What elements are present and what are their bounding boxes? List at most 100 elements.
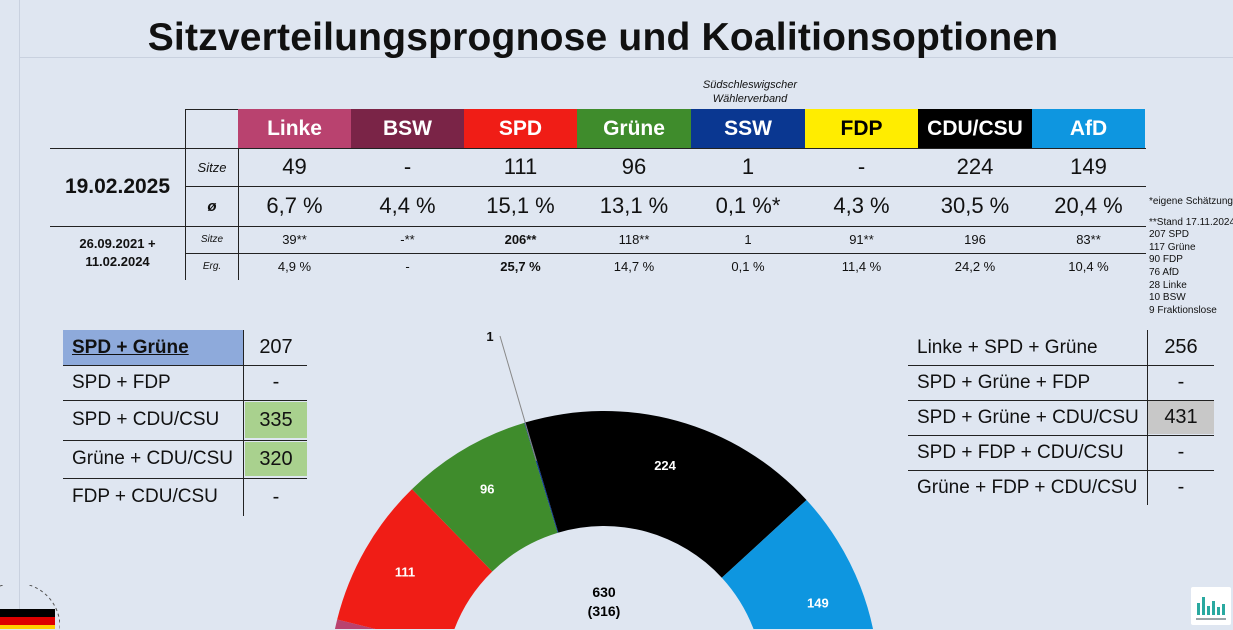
coalition-divider — [63, 365, 307, 366]
coalition-seat-sum: 335 — [245, 402, 307, 438]
table-gridline — [186, 253, 1146, 254]
party-header-cducsu: CDU/CSU — [918, 109, 1032, 148]
prev-pct-cell: 25,7 % — [500, 259, 541, 274]
prev-seats-cell: 118** — [618, 232, 650, 247]
ssw-note-line2: Wählerverband — [712, 93, 788, 105]
note-stand-line: 28 Linke — [1149, 279, 1187, 291]
pct-cell: 20,4 % — [1054, 193, 1123, 218]
note-stand-line: **Stand 17.11.2024: — [1149, 216, 1233, 228]
current-seats-label: Sitze — [197, 159, 227, 175]
frame-line-top — [19, 57, 1233, 58]
prev-pct-cell: 24,2 % — [954, 259, 996, 274]
prev-pct-cell: - — [405, 259, 410, 274]
seat-slice-linke — [335, 619, 376, 629]
ssw-note-line1: Südschleswigscher — [702, 79, 798, 91]
seats-cell: 1 — [741, 154, 755, 179]
prev-pct-cell: 0,1 % — [731, 259, 765, 274]
note-stand-line: 76 AfD — [1149, 266, 1180, 278]
prev-seats-cell: 83** — [1076, 232, 1101, 247]
seat-slice-grne — [411, 422, 558, 572]
coalition-label: SPD + Grüne + CDU/CSU — [917, 407, 1139, 428]
seats-cell: 224 — [956, 154, 994, 179]
coalition-divider — [908, 365, 1214, 366]
coalition-label: SPD + FDP + CDU/CSU — [917, 442, 1124, 463]
party-header-ssw: SSW — [691, 109, 805, 148]
previous-date: 26.09.2021 + 11.02.2024 — [50, 226, 185, 280]
seats-cell: 49 — [282, 154, 307, 179]
table-gridline — [50, 148, 1146, 149]
pct-cell: 30,5 % — [940, 193, 1010, 218]
coalition-seat-sum: 320 — [245, 442, 307, 476]
coalition-divider — [908, 400, 1214, 401]
note-own-estimate: *eigene Schätzung — [1149, 196, 1233, 207]
prev-seats-cell: -** — [400, 232, 415, 247]
prev-pct-cell: 10,4 % — [1068, 259, 1109, 274]
party-header-linke: Linke — [238, 109, 351, 148]
note-stand-line: 9 Fraktionslose — [1149, 304, 1217, 316]
seats-cell: 149 — [1070, 154, 1107, 179]
party-header-grne: Grüne — [577, 109, 691, 148]
slice-value-label: 149 — [807, 596, 829, 611]
total-seats-label: 630 — [592, 584, 616, 600]
pct-cell: 15,1 % — [486, 193, 555, 218]
prev-seats-cell: 206** — [504, 232, 537, 247]
prev-seats-cell: 1 — [744, 232, 752, 247]
coalition-label: SPD + Grüne — [63, 330, 243, 365]
footnotes: *eigene Schätzung **Stand 17.11.2024: 20… — [1149, 196, 1233, 317]
coalition-divider — [1147, 330, 1148, 505]
slice-value-label: 111 — [395, 565, 415, 580]
prev-pct-cell: 11,4 % — [841, 259, 882, 274]
table-gridline — [238, 148, 239, 280]
coalition-seat-sum: - — [1177, 476, 1185, 498]
coalition-label: Linke + SPD + Grüne — [917, 337, 1098, 358]
coalition-seat-sum: - — [1177, 371, 1185, 393]
coalition-divider — [63, 478, 307, 479]
slice-value-label: 224 — [654, 458, 676, 473]
note-stand-line: 90 FDP — [1149, 254, 1183, 266]
note-stand-line: 117 Grüne — [1149, 241, 1196, 253]
prev-seats-cell: 196 — [964, 232, 986, 247]
current-date: 19.02.2025 — [64, 175, 171, 198]
pct-cell: 4,3 % — [833, 193, 890, 218]
party-header-fdp: FDP — [805, 109, 918, 148]
prev-seats-cell: 91** — [849, 232, 874, 247]
ssw-full-name: Südschleswigscher Wählerverband — [690, 78, 810, 106]
bar-chart-icon — [1196, 597, 1226, 620]
coalition-seat-sum: 431 — [1148, 401, 1214, 434]
seat-hemicycle-chart: 49111961224149630(316) — [335, 329, 873, 629]
coalition-label: SPD + Grüne + FDP — [917, 372, 1091, 393]
prev-pct-cell: 4,9 % — [277, 259, 312, 274]
frame-line-left — [19, 0, 20, 629]
coalition-divider — [63, 400, 307, 401]
previous-date-line1: 26.09.2021 + — [79, 236, 156, 251]
current-avg-label: ø — [207, 197, 217, 215]
previous-result-label: Erg. — [202, 261, 222, 272]
channel-logo — [1191, 587, 1231, 625]
slice-value-label: 1 — [486, 329, 493, 344]
coalition-label: SPD + FDP — [72, 372, 171, 393]
party-header-afd: AfD — [1032, 109, 1145, 148]
table-gridline — [186, 186, 1146, 187]
slice-value-label: 96 — [480, 481, 494, 496]
coalition-divider — [908, 470, 1214, 471]
page-title: Sitzverteilungsprognose und Koalitionsop… — [147, 16, 1059, 59]
seats-cell: 96 — [621, 154, 647, 179]
coalition-seat-sum: 207 — [259, 336, 293, 358]
note-stand-line: 10 BSW — [1149, 292, 1186, 304]
table-gridline — [186, 109, 238, 110]
coalition-seat-sum: 256 — [1164, 336, 1198, 358]
coalition-divider — [243, 330, 244, 516]
seats-cell: - — [857, 154, 866, 179]
party-header-bsw: BSW — [351, 109, 464, 148]
coalition-divider — [908, 435, 1214, 436]
previous-seats-label: Sitze — [200, 234, 224, 245]
party-header-spd: SPD — [464, 109, 577, 148]
pct-cell: 0,1 %* — [715, 193, 781, 218]
coalition-divider — [63, 440, 307, 441]
coalition-seat-sum: - — [272, 485, 280, 508]
pct-cell: 13,1 % — [599, 193, 669, 218]
flag-corner — [0, 585, 60, 629]
coalition-seat-sum: - — [1177, 441, 1185, 463]
table-gridline — [50, 226, 1146, 227]
coalition-label: Grüne + CDU/CSU — [72, 448, 234, 469]
